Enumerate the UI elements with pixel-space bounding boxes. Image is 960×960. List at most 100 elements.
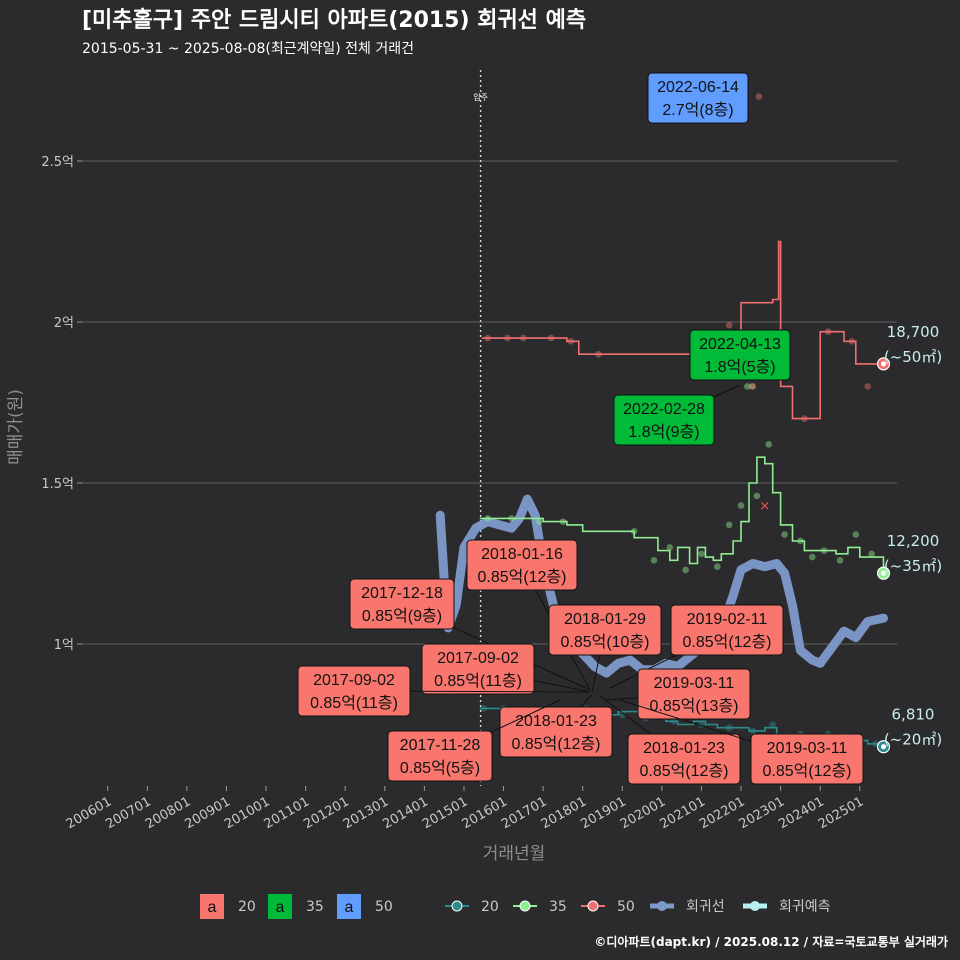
x-tick-label: 202501 [816,794,866,832]
data-point [868,550,875,558]
annotation-2017-11-28: 2017-11-28 0.85억(5층) [387,699,561,782]
annotation-price: 0.85억(10층) [560,633,649,651]
x-axis: 2006012007012008012009012010012011012012… [64,786,866,832]
annotation-price: 0.85억(11층) [434,672,522,690]
legend-line-label: 50 [617,899,635,915]
data-point [725,321,733,329]
data-point [749,383,757,390]
legend-point-swatch [451,900,463,912]
data-point [682,566,689,574]
annotation-price: 0.85억(13층) [649,697,738,715]
data-point [852,531,860,538]
annotation-2022-04-13: 2022-04-13 1.8억(5층) [689,329,791,381]
legend-box-label: 35 [306,899,324,915]
chart-title: [미추홀구] 주안 드림시티 아파트(2015) 회귀선 예측 [82,7,586,33]
data-point [748,383,756,390]
annotation-date: 2019-03-11 [767,740,848,757]
legend-line-label: 회귀예측 [779,899,831,915]
end-value-label: 6,810 [892,706,935,724]
annotation-2022-02-28: 2022-02-28 1.8억(9층) [613,384,741,446]
annotation-box [627,733,741,785]
annotation-2019-03-11: 2019-03-11 0.85억(13층) [604,668,751,720]
data-point [808,553,816,561]
chart-subtitle: 2015-05-31 ~ 2025-08-08(최근계약일) 전체 거래건 [82,41,414,57]
data-point [864,383,872,390]
annotation-box [637,668,751,720]
annotation-2018-01-23: 2018-01-23 0.85억(12층) [499,694,613,758]
data-point [753,492,761,500]
annotation-box [613,394,715,446]
data-point [618,711,626,719]
legend-line-label: 35 [549,899,567,915]
annotation-2017-09-02: 2017-09-02 0.85억(11층) [421,643,591,695]
data-point [769,721,777,728]
y-tick-label: 2억 [54,316,74,331]
end-area-label: (~35㎡) [884,557,942,575]
legend: a 20 a 35 a 50 20 35 50 회귀선 회귀예측 [200,894,831,919]
annotation-box [670,604,784,656]
data-point [765,441,773,448]
annotation-2018-01-29: 2018-01-29 0.85억(10층) [548,604,662,693]
end-area-label: (~50㎡) [884,348,942,366]
legend-point-swatch [519,900,531,912]
data-point [666,544,674,551]
data-point [535,518,543,525]
end-value-label: 18,700 [887,323,940,341]
annotation-box [750,733,864,785]
annotation-2018-01-16: 2018-01-16 0.85억(12층) [466,539,591,691]
annotation-box [297,665,411,717]
data-point [744,383,751,390]
end-point-center [880,570,887,576]
annotation-date: 2019-03-11 [654,675,735,692]
annotation-price: 1.8억(5층) [704,358,775,376]
x-axis-title: 거래년월 [483,844,546,864]
annotation-price: 0.85억(12층) [682,633,771,651]
end-value-label: 12,200 [887,532,940,550]
annotation-box [647,72,749,124]
end-area-label: (~20㎡) [884,731,942,749]
data-point [737,502,745,509]
legend-box-label: 50 [375,899,393,915]
annotation-box [689,329,791,381]
annotation-date: 2017-09-02 [437,650,519,667]
y-tick-label: 1억 [54,638,74,653]
annotation-price: 2.7억(8층) [662,101,733,119]
data-point [836,556,844,564]
annotation-date: 2022-06-14 [657,79,739,96]
series-line [481,240,884,420]
data-point [725,521,733,529]
data-point [781,531,788,538]
annotation-box [548,604,662,656]
legend-box-swatch [268,894,292,919]
end-point-center [880,744,887,750]
legend-box-glyph: a [276,899,285,916]
annotation-price: 0.85억(5층) [400,759,480,777]
legend-box-swatch [337,894,361,919]
cross-marker: ✕ [759,500,770,515]
annotation-box [387,730,493,782]
data-point [755,93,763,100]
credit-text: ©디아파트(dapt.kr) / 2025.08.12 / 자료=국토교통부 실… [594,934,948,949]
annotation-date: 2018-01-29 [564,611,646,628]
annotation-price: 1.8억(9층) [628,423,699,441]
legend-line-label: 회귀선 [686,899,725,915]
annotation-2022-06-14: 2022-06-14 2.7억(8층) [647,72,749,124]
legend-box-glyph: a [345,899,354,916]
annotation-date: 2018-01-16 [481,546,563,563]
legend-box-glyph: a [208,899,217,916]
data-point [698,550,705,558]
legend-point-swatch [750,901,760,911]
annotation-price: 0.85억(12층) [762,762,851,780]
annotation-price: 0.85억(9층) [362,607,442,625]
legend-box-label: 20 [238,899,256,915]
annotation-2019-02-11: 2019-02-11 0.85억(12층) [609,604,784,689]
legend-point-swatch [657,901,667,911]
data-point [713,563,721,571]
annotation-price: 0.85억(12층) [639,762,728,780]
y-axis: 1억 1.5억 2억 2.5억 [41,155,82,653]
annotation-price: 0.85억(11층) [310,694,398,712]
annotation-box [466,539,578,591]
annotation-box [499,706,613,758]
legend-point-swatch [587,900,599,912]
annotation-2017-09-02: 2017-09-02 0.85억(11층) [297,665,591,717]
